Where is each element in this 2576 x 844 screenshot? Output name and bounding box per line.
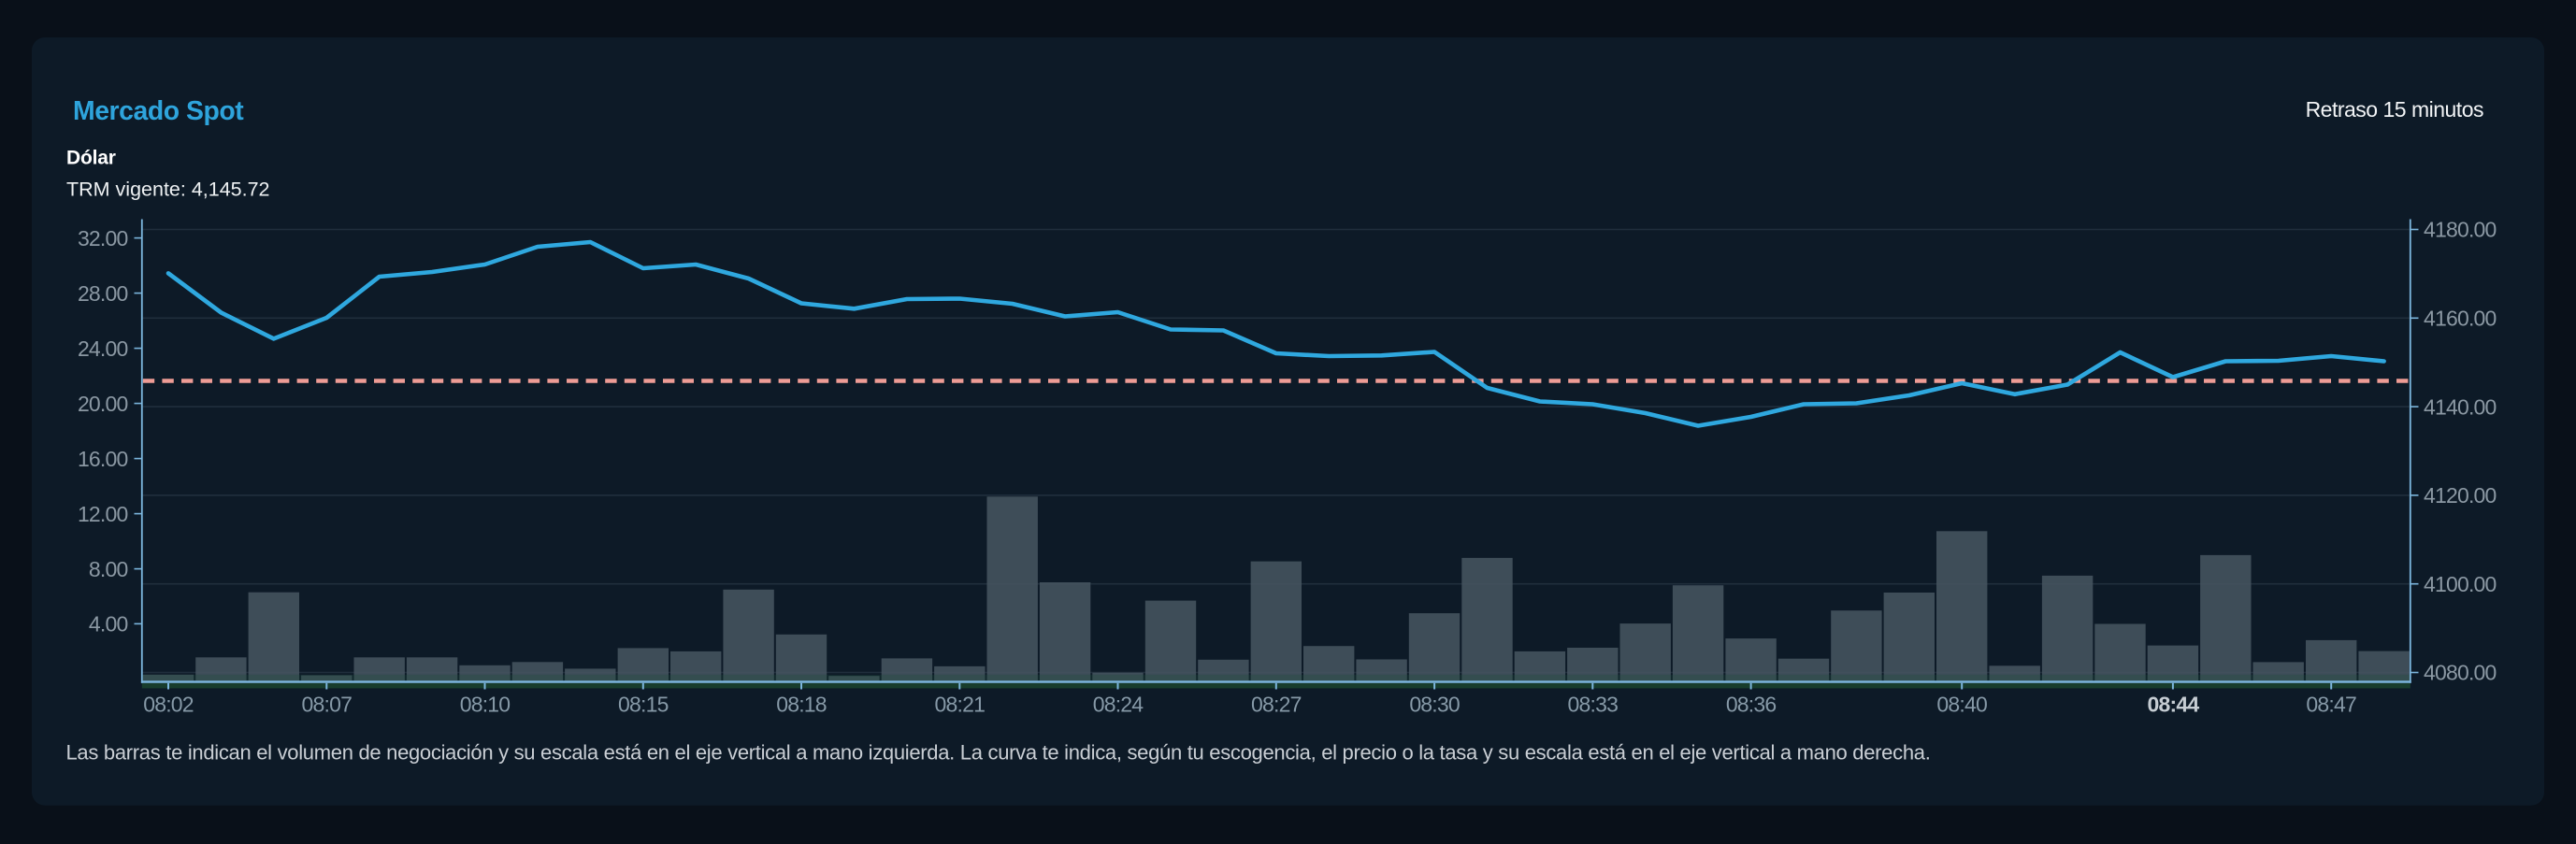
svg-text:12.00: 12.00 bbox=[78, 502, 128, 526]
svg-text:32.00: 32.00 bbox=[78, 226, 128, 250]
svg-text:08:10: 08:10 bbox=[460, 693, 511, 717]
svg-text:4100.00: 4100.00 bbox=[2424, 572, 2497, 596]
svg-text:Las barras te indican el volum: Las barras te indican el volumen de nego… bbox=[66, 741, 1931, 765]
svg-text:Mercado Spot: Mercado Spot bbox=[73, 96, 244, 126]
svg-text:08:18: 08:18 bbox=[776, 693, 827, 717]
svg-text:08:40: 08:40 bbox=[1936, 693, 1987, 717]
svg-text:08:15: 08:15 bbox=[618, 693, 669, 717]
svg-text:08:33: 08:33 bbox=[1568, 693, 1619, 717]
svg-text:TRM vigente: 4,145.72: TRM vigente: 4,145.72 bbox=[66, 179, 270, 201]
svg-text:4160.00: 4160.00 bbox=[2424, 307, 2497, 331]
svg-text:16.00: 16.00 bbox=[78, 447, 128, 471]
svg-text:08:24: 08:24 bbox=[1093, 693, 1144, 717]
svg-text:08:27: 08:27 bbox=[1251, 693, 1302, 717]
svg-text:4140.00: 4140.00 bbox=[2424, 394, 2497, 419]
svg-text:08:07: 08:07 bbox=[302, 693, 353, 717]
svg-text:20.00: 20.00 bbox=[78, 392, 128, 416]
svg-text:Retraso 15 minutos: Retraso 15 minutos bbox=[2306, 97, 2483, 122]
svg-text:4120.00: 4120.00 bbox=[2424, 483, 2497, 508]
svg-text:28.00: 28.00 bbox=[78, 281, 128, 306]
svg-text:4.00: 4.00 bbox=[89, 612, 128, 637]
svg-text:08:36: 08:36 bbox=[1726, 693, 1777, 717]
svg-text:8.00: 8.00 bbox=[89, 557, 128, 581]
svg-text:08:02: 08:02 bbox=[143, 693, 194, 717]
svg-text:08:21: 08:21 bbox=[935, 693, 986, 717]
svg-text:Dólar: Dólar bbox=[66, 147, 116, 168]
svg-text:4180.00: 4180.00 bbox=[2424, 218, 2497, 242]
svg-text:4080.00: 4080.00 bbox=[2424, 661, 2497, 685]
svg-text:08:44: 08:44 bbox=[2147, 693, 2199, 717]
svg-text:24.00: 24.00 bbox=[78, 336, 128, 361]
svg-text:08:30: 08:30 bbox=[1409, 693, 1460, 717]
svg-text:08:47: 08:47 bbox=[2306, 693, 2356, 717]
